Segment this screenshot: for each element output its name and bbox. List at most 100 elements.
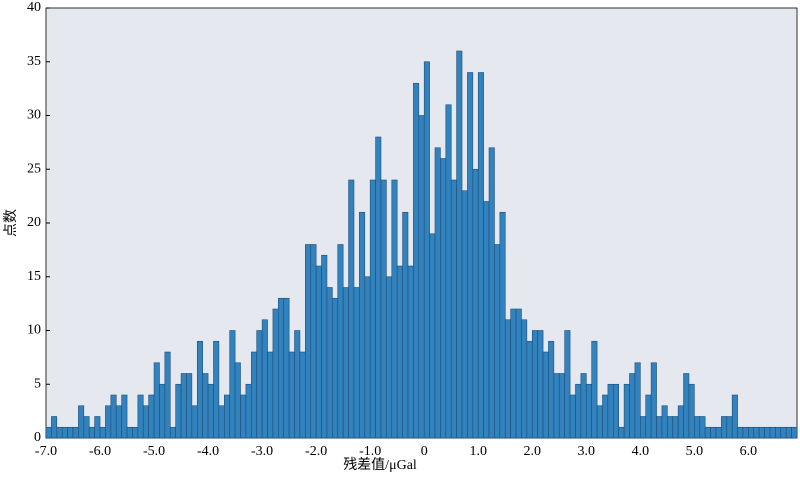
bar — [461, 190, 468, 439]
bar — [213, 340, 220, 439]
bar — [494, 244, 501, 439]
bar — [775, 426, 782, 439]
bar — [223, 394, 230, 439]
bar — [564, 330, 571, 439]
bar — [537, 330, 544, 439]
bar — [764, 426, 771, 439]
bar — [402, 211, 409, 439]
bar — [634, 362, 641, 439]
y-tick-label: 0 — [34, 430, 41, 445]
bar — [445, 104, 452, 439]
x-tick-label: -7.0 — [35, 444, 57, 459]
bar — [278, 297, 285, 439]
bar — [305, 244, 312, 439]
bar — [353, 287, 360, 439]
bar — [677, 405, 684, 439]
bar — [434, 147, 441, 439]
bar — [169, 426, 176, 439]
y-tick-label: 20 — [27, 215, 41, 230]
bar — [477, 72, 484, 439]
x-tick-label: 2.0 — [524, 444, 542, 459]
bar — [440, 158, 447, 439]
bar — [115, 405, 122, 439]
bar — [553, 373, 560, 439]
bar — [142, 405, 149, 439]
bar — [359, 211, 366, 439]
bar — [191, 405, 198, 439]
bar — [251, 351, 258, 439]
bar — [575, 383, 582, 439]
bar — [591, 340, 598, 439]
bar — [661, 405, 668, 439]
bar — [78, 405, 85, 439]
bar — [99, 426, 106, 439]
bar — [51, 416, 58, 439]
bar — [396, 265, 403, 439]
bar — [704, 426, 711, 439]
bar — [342, 287, 349, 439]
bar — [315, 265, 322, 439]
bar — [288, 351, 295, 439]
bar — [456, 50, 463, 439]
x-tick-label: 4.0 — [632, 444, 650, 459]
bar — [694, 416, 701, 439]
y-tick-label: 5 — [34, 376, 41, 391]
bar — [164, 351, 171, 439]
bar — [580, 373, 587, 439]
y-tick-label: 10 — [27, 323, 41, 338]
bar — [386, 276, 393, 439]
bar — [645, 394, 652, 439]
x-tick-label: -3.0 — [251, 444, 273, 459]
bar — [510, 308, 517, 439]
bar — [542, 351, 549, 439]
bar — [548, 340, 555, 439]
bar — [283, 297, 290, 439]
bar — [785, 426, 792, 439]
bar — [348, 179, 355, 439]
x-tick-label: -6.0 — [89, 444, 111, 459]
bar — [369, 179, 376, 439]
bar — [407, 265, 414, 439]
bar — [715, 426, 722, 439]
bar — [623, 383, 630, 439]
bar — [310, 244, 317, 439]
bar — [769, 426, 776, 439]
bar — [499, 211, 506, 439]
bar — [488, 147, 495, 439]
bar — [699, 416, 706, 439]
bar — [67, 426, 74, 439]
bar — [105, 405, 112, 439]
bar — [688, 383, 695, 439]
bar — [88, 426, 95, 439]
bar — [267, 351, 274, 439]
bar — [110, 394, 117, 439]
x-axis-label: 残差值/μGal — [343, 457, 417, 473]
bar — [629, 373, 636, 439]
bar — [261, 319, 268, 439]
bar — [337, 244, 344, 439]
y-tick-label: 35 — [27, 54, 41, 69]
bar — [596, 405, 603, 439]
bar — [159, 383, 166, 439]
x-tick-label: -5.0 — [143, 444, 165, 459]
bar — [153, 362, 160, 439]
bar — [272, 308, 279, 439]
y-tick-label: 40 — [27, 0, 41, 15]
x-tick-label: 5.0 — [686, 444, 704, 459]
bar — [202, 373, 209, 439]
bar — [180, 373, 187, 439]
bar — [256, 330, 263, 439]
bar — [607, 383, 614, 439]
bar — [726, 416, 733, 439]
bar — [61, 426, 68, 439]
bar — [521, 319, 528, 439]
bar — [126, 426, 133, 439]
bar — [483, 201, 490, 439]
bar — [196, 340, 203, 439]
bar — [640, 416, 647, 439]
bar — [391, 179, 398, 439]
bar — [375, 136, 382, 439]
bar — [240, 394, 247, 439]
bar — [721, 416, 728, 439]
bar — [186, 373, 193, 439]
